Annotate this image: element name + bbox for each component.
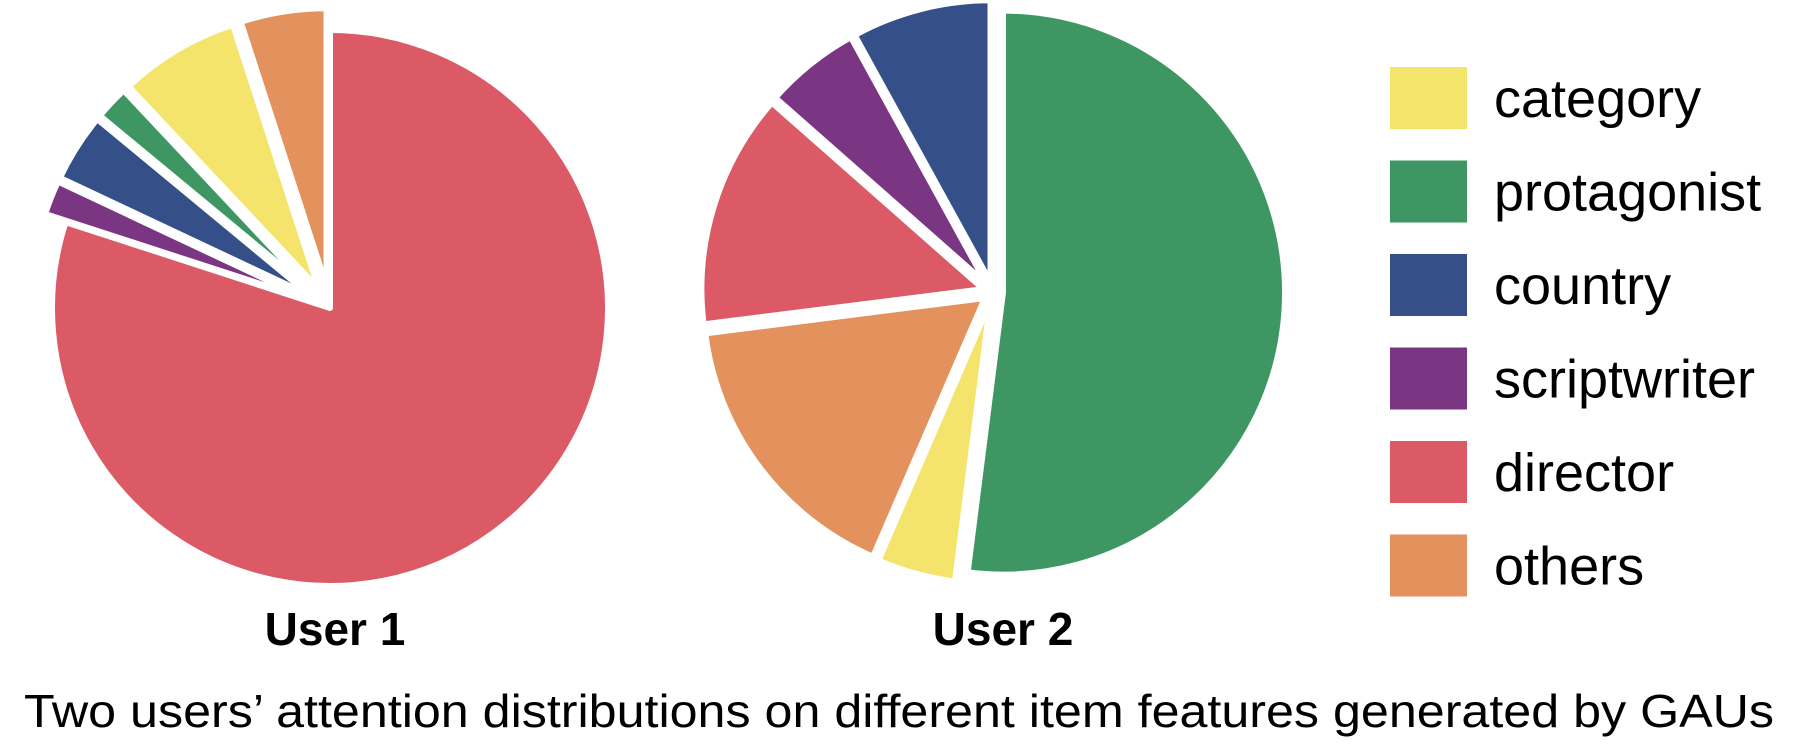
- legend-label-others: others: [1494, 537, 1644, 597]
- pie-2-slice-country: [851, 0, 994, 286]
- legend-swatch-country: [1390, 254, 1467, 316]
- legend-label-director: director: [1494, 443, 1674, 503]
- figure-caption: Two users’ attention distributions on di…: [24, 685, 1774, 737]
- legend-label-category: category: [1494, 69, 1701, 129]
- legend-label-scriptwriter: scriptwriter: [1494, 350, 1755, 410]
- pie-user-1: [42, 5, 611, 589]
- pie-title-user-1: User 1: [265, 603, 406, 655]
- legend-swatch-protagonist: [1390, 160, 1467, 223]
- pie-2-slice-category: [875, 298, 994, 585]
- pie-2-slice-director: [698, 99, 987, 328]
- pie-1-slice-protagonist: [96, 87, 317, 296]
- pie-user-2: [698, 0, 1289, 585]
- pie-2-slice-scriptwriter: [772, 34, 990, 288]
- pie-1-slice-country: [56, 116, 315, 300]
- pie-2-slice-protagonist: [964, 7, 1289, 578]
- legend-swatch-scriptwriter: [1390, 347, 1467, 410]
- legend-label-protagonist: protagonist: [1494, 163, 1761, 223]
- pie-1-slice-scriptwriter: [42, 178, 313, 303]
- legend: category protagonist country scriptwriter di…: [1390, 67, 1761, 597]
- legend-label-country: country: [1494, 256, 1671, 316]
- legend-swatch-category: [1390, 67, 1467, 129]
- pie-1-slice-category: [125, 21, 322, 293]
- legend-swatch-others: [1390, 534, 1467, 597]
- pie-2-slice-others: [702, 295, 988, 560]
- pie-1-slice-others: [237, 5, 330, 290]
- pie-1-slice-director: [49, 27, 611, 589]
- legend-swatch-director: [1390, 441, 1467, 503]
- pie-title-user-2: User 2: [933, 603, 1074, 655]
